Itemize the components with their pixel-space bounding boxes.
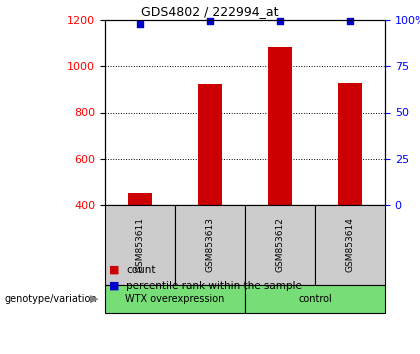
Bar — [198, 84, 222, 205]
Text: genotype/variation: genotype/variation — [4, 294, 97, 304]
Point — [346, 18, 353, 24]
Bar — [128, 193, 152, 205]
Text: ■: ■ — [109, 265, 120, 275]
Text: WTX overexpression: WTX overexpression — [125, 294, 225, 304]
Point — [277, 18, 284, 24]
Text: GSM853614: GSM853614 — [346, 218, 354, 273]
Text: GSM853611: GSM853611 — [136, 217, 144, 273]
Text: count: count — [126, 265, 155, 275]
Text: control: control — [298, 294, 332, 304]
Point — [207, 18, 213, 24]
Text: GSM853613: GSM853613 — [205, 217, 215, 273]
Text: percentile rank within the sample: percentile rank within the sample — [126, 281, 302, 291]
Text: ▶: ▶ — [90, 294, 99, 304]
Text: GSM853612: GSM853612 — [276, 218, 284, 273]
Bar — [268, 47, 292, 205]
Bar — [338, 83, 362, 205]
Point — [136, 21, 143, 27]
Text: GDS4802 / 222994_at: GDS4802 / 222994_at — [141, 5, 279, 18]
Text: ■: ■ — [109, 281, 120, 291]
